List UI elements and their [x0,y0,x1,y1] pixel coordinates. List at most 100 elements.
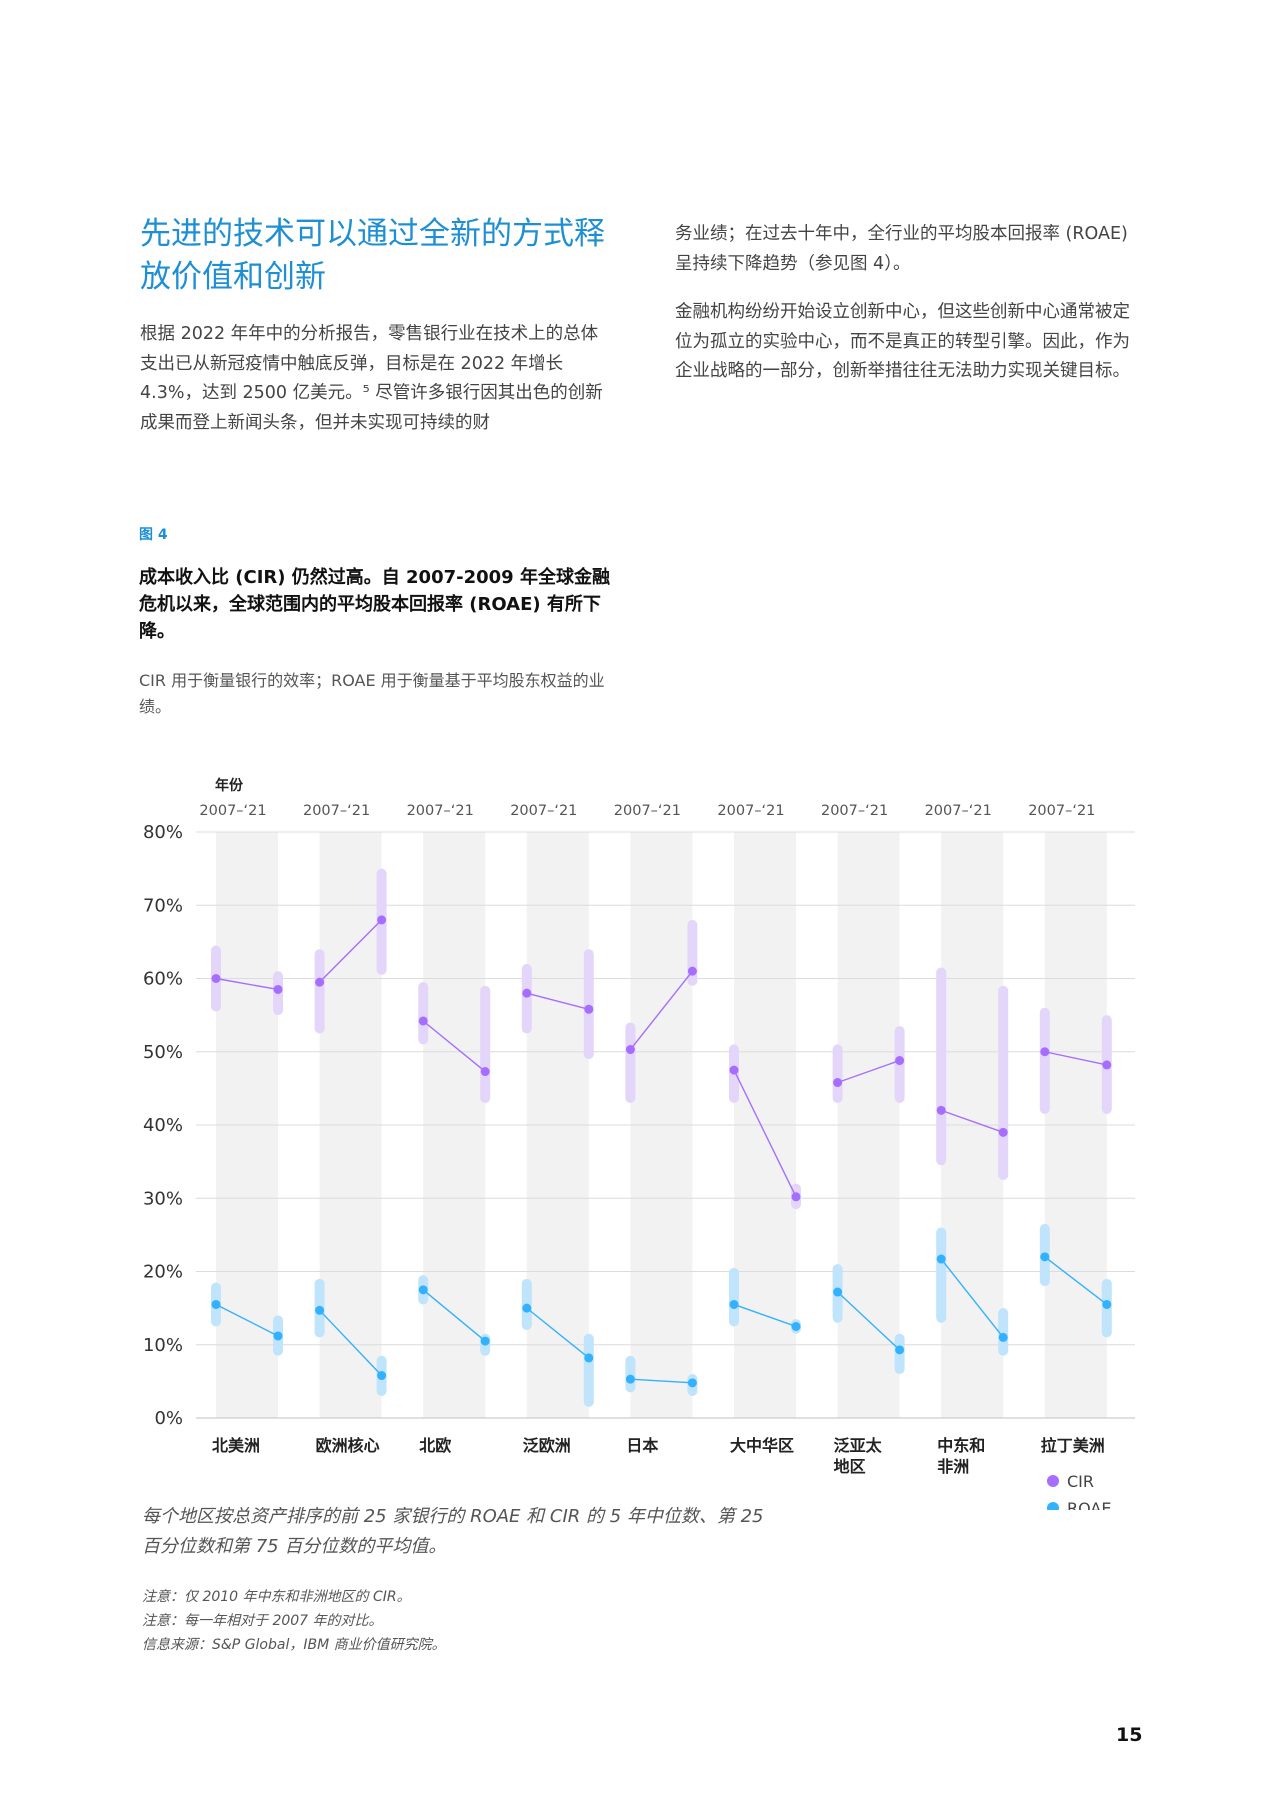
cir-median-2007 [418,1016,428,1026]
roae-median-2007 [1040,1252,1050,1262]
period-label: 2007–‘21 [199,803,266,819]
region-label: 中东和 [937,1436,985,1455]
region-label: 北欧 [419,1436,451,1455]
cir-median-2007 [729,1065,739,1075]
y-tick-label: 70% [143,895,183,916]
period-label: 2007–‘21 [510,803,577,819]
legend-swatch [1047,1502,1059,1510]
cir-trend-line [837,1059,900,1084]
region-label: 地区 [834,1457,866,1476]
figure-description: CIR 用于衡量银行的效率；ROAE 用于衡量基于平均股东权益的业绩。 [139,671,605,716]
roae-range-2007 [729,1267,739,1327]
roae-median-2007 [211,1299,221,1309]
period-label: 2007–‘21 [407,803,474,819]
roae-median-2021 [998,1332,1008,1342]
roae-trend-line [215,1303,279,1337]
cir-trend-line [319,919,383,983]
figure-note-2: 注意：每一年相对于 2007 年的对比。 [142,1613,383,1629]
roae-trend-line [630,1378,693,1384]
roae-trend-line [940,1258,1004,1338]
cir-roae-chart: 0% 10% 20% 30% 40% 50% 60% 70% 80% 年份 2007–‘21 北美洲 2… [143,777,1135,1510]
page-number: 15 [1116,1724,1143,1746]
y-tick-label: 60% [143,969,183,990]
cir-range-2007 [521,963,532,1034]
roae-median-2007 [729,1299,739,1309]
cir-median-2021 [584,1004,594,1014]
cir-trend-line [526,992,589,1010]
figure-caption: 每个地区按总资产排序的前 25 家银行的 ROAE 和 CIR 的 5 年中位数… [142,1506,764,1557]
region-label: 泛欧洲 [523,1436,571,1455]
roae-median-2007 [418,1285,428,1295]
y-tick-label: 10% [143,1335,183,1356]
region-label: 欧洲核心 [316,1436,380,1455]
roae-range-2021 [998,1308,1009,1356]
roae-trend-line [422,1289,486,1342]
legend-label: CIR [1067,1472,1094,1491]
roae-median-2007 [625,1374,635,1384]
period-label: 2007–‘21 [821,803,888,819]
region-label: 非洲 [937,1457,969,1476]
cir-median-2021 [791,1192,801,1202]
cir-range-2007 [832,1044,843,1104]
cir-range-2007 [936,967,947,1166]
cir-range-2021 [998,985,1009,1180]
cir-trend-line [940,1109,1004,1133]
region-label: 大中华区 [730,1436,794,1455]
cir-trend-line [629,970,693,1050]
figure-note-1: 注意：仅 2010 年中东和非洲地区的 CIR。 [142,1589,411,1605]
y-tick-label: 50% [143,1042,183,1063]
roae-median-2021 [377,1371,387,1381]
y-tick-label: 30% [143,1188,183,1209]
roae-median-2021 [895,1345,905,1355]
roae-trend-line [526,1307,590,1359]
cir-median-2007 [522,988,532,998]
region-label: 拉丁美洲 [1041,1436,1105,1455]
cir-median-2007 [625,1045,635,1055]
cir-median-2021 [895,1056,905,1066]
right-paragraph-2: 金融机构纷纷开始设立创新中心，但这些创新中心通常被定位为孤立的实验中心，而不是真… [675,302,1130,381]
cir-median-2021 [480,1067,490,1077]
roae-range-2007 [936,1227,947,1323]
figure-title: 成本收入比 (CIR) 仍然过高。自 2007-2009 年全球金融危机以来，全… [139,567,610,642]
roae-median-2021 [687,1378,697,1388]
period-label: 2007–‘21 [303,803,370,819]
cir-trend-line [215,977,279,991]
cir-median-2021 [377,915,387,925]
region-label: 泛亚太 [834,1436,883,1455]
roae-median-2021 [480,1336,490,1346]
roae-median-2021 [791,1321,801,1331]
period-label: 2007–‘21 [717,803,784,819]
roae-trend-line [733,1303,797,1328]
cir-median-2021 [998,1127,1008,1137]
left-paragraph: 根据 2022 年年中的分析报告，零售银行业在技术上的总体支出已从新冠疫情中触底… [140,324,603,433]
roae-range-2007 [625,1355,636,1393]
cir-median-2021 [687,966,697,976]
cir-range-2021 [583,949,594,1060]
cir-range-2007 [314,949,325,1034]
period-label: 2007–‘21 [614,803,681,819]
y-tick-label: 40% [143,1115,183,1136]
region-label: 日本 [626,1436,658,1455]
cir-range-2007 [625,1022,636,1104]
roae-trend-line [1044,1256,1108,1306]
cir-median-2007 [315,977,325,987]
figure-label: 图 4 [139,527,168,543]
cir-trend-line [733,1069,797,1198]
right-paragraph-1: 务业绩；在过去十年中，全行业的平均股本回报率 (ROAE) 呈持续下降趋势（参见… [675,224,1128,274]
roae-median-2007 [315,1305,325,1315]
roae-trend-line [319,1309,383,1376]
y-tick-label: 80% [143,822,183,843]
cir-median-2007 [1040,1047,1050,1057]
legend-swatch [1047,1475,1059,1487]
year-header-label: 年份 [215,777,244,794]
cir-range-2021 [480,985,491,1104]
roae-median-2007 [936,1254,946,1264]
cir-trend-line [1044,1051,1107,1066]
y-tick-label: 20% [143,1262,183,1283]
cir-range-2007 [1039,1007,1050,1115]
roae-range-2021 [583,1333,594,1408]
cir-median-2021 [273,984,283,994]
roae-trend-line [837,1291,901,1351]
cir-trend-line [422,1020,486,1073]
figure-source: 信息来源：S&P Global，IBM 商业价值研究院。 [142,1637,446,1653]
